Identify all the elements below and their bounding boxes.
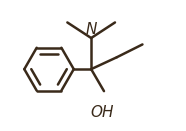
Text: N: N bbox=[86, 22, 97, 37]
Text: OH: OH bbox=[90, 105, 114, 120]
